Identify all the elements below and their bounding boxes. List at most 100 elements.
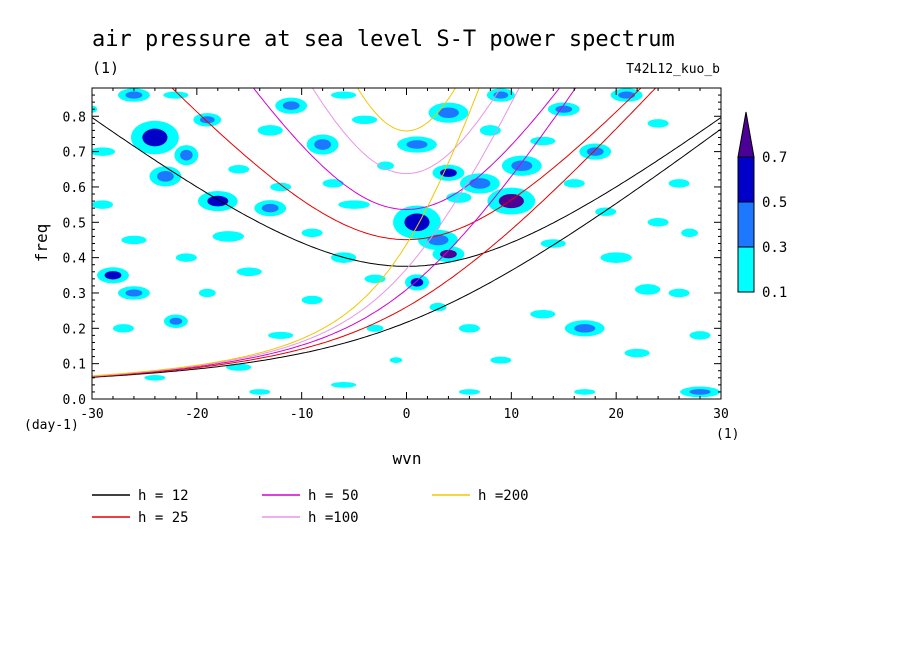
power-contour [511,160,533,172]
power-contour [555,105,573,113]
colorbar-segment [737,201,755,248]
power-contour [530,136,556,146]
y-tick-label: 0.8 [63,110,86,125]
power-contour [180,149,193,161]
power-contour [490,356,512,364]
power-contour [268,331,294,339]
colorbar-label: 0.3 [762,240,787,256]
power-contour [261,203,279,213]
colorbar-label: 0.5 [762,195,787,211]
y-tick-label: 0.0 [63,393,86,408]
power-contour [647,119,669,128]
power-contour [595,207,617,216]
power-contour [236,267,262,277]
power-contour [125,289,143,297]
power-contour [351,115,378,125]
x-tick-label: -20 [185,407,208,422]
power-contour [689,389,711,395]
power-contour [331,91,357,99]
dispersion-curve-ig [171,88,642,241]
x-axis-label: wvn [393,449,422,468]
power-contour [681,228,698,238]
y-axis-label: freq [32,224,51,263]
colorbar-label: 0.1 [762,285,787,301]
power-contour [331,382,357,388]
dispersion-curve-rising [92,88,657,378]
power-contour [624,348,650,358]
power-contour [257,125,283,136]
legend-label: h = 25 [138,510,189,526]
power-contour [586,147,604,156]
power-contour [112,324,134,333]
power-contour [530,309,556,319]
power-contour [410,278,424,287]
colorbar-label: 0.7 [762,150,787,166]
power-contour [282,101,300,110]
power-contour [574,324,596,333]
power-contour [322,179,344,188]
x-tick-label: 0 [403,407,411,422]
x-tick-label: 10 [504,407,520,422]
dispersion-curve-rising [92,88,480,377]
power-contour [647,218,669,227]
x-tick-label: -30 [80,407,103,422]
power-contour [125,91,143,99]
power-contour [92,147,116,156]
power-contour [228,165,250,174]
power-contour [458,389,480,395]
power-contour [92,200,113,209]
power-contour [366,324,384,332]
legend-label: h =100 [308,510,359,526]
power-contour [668,179,690,188]
power-contour [389,357,403,363]
y-tick-label: 0.6 [63,181,86,196]
dispersion-curve-ig [356,88,457,132]
power-contour [618,91,636,99]
power-contour [429,302,447,312]
power-contour [249,389,271,395]
dispersion-curve-ig [311,88,502,175]
colorbar: 0.7 0.5 0.3 0.1 [737,111,787,301]
power-contour [600,252,632,263]
power-contour [207,195,229,207]
power-contour [121,235,147,245]
dispersion-curve-rising [92,88,520,377]
power-contour [689,331,711,340]
y-tick-label: 0.4 [63,252,87,267]
legend-label: h = 50 [308,488,359,504]
y-tick-label: 0.1 [63,358,86,373]
dispersion-curve-ig [92,117,721,267]
dispersion-curve-rising [92,128,721,378]
power-contour [427,234,449,246]
run-label: T42L12_kuo_b [626,62,720,77]
power-contour [479,125,501,136]
y-tick-label: 0.2 [63,322,86,337]
power-contour [144,374,166,381]
power-contour [301,228,323,238]
power-contour [440,249,457,259]
power-contour [301,295,323,305]
power-contour [404,213,430,232]
dispersion-curve-rising [92,88,577,377]
power-contour [574,389,596,395]
x-tick-label: -10 [290,407,313,422]
x-tick-label: 20 [608,407,624,422]
dispersion-curves [92,88,721,378]
colorbar-segment [737,156,755,203]
dispersion-curve-ig [252,88,561,211]
power-contour [212,231,245,242]
power-contour [226,363,252,371]
y-tick-label: 0.7 [63,146,86,161]
power-contour [142,128,168,147]
power-contour [314,139,332,150]
chart-title: air pressure at sea level S-T power spec… [92,27,675,52]
legend-label: h = 12 [138,488,189,504]
power-contour [446,192,472,203]
power-contour [668,288,690,298]
power-contour [540,239,566,248]
power-contour [163,91,189,99]
x-tick-label: 30 [713,407,729,422]
y-unit-label: (day-1) [24,418,79,433]
legend: h = 12 h = 25 h = 50 h =100 h =200 [92,488,529,526]
